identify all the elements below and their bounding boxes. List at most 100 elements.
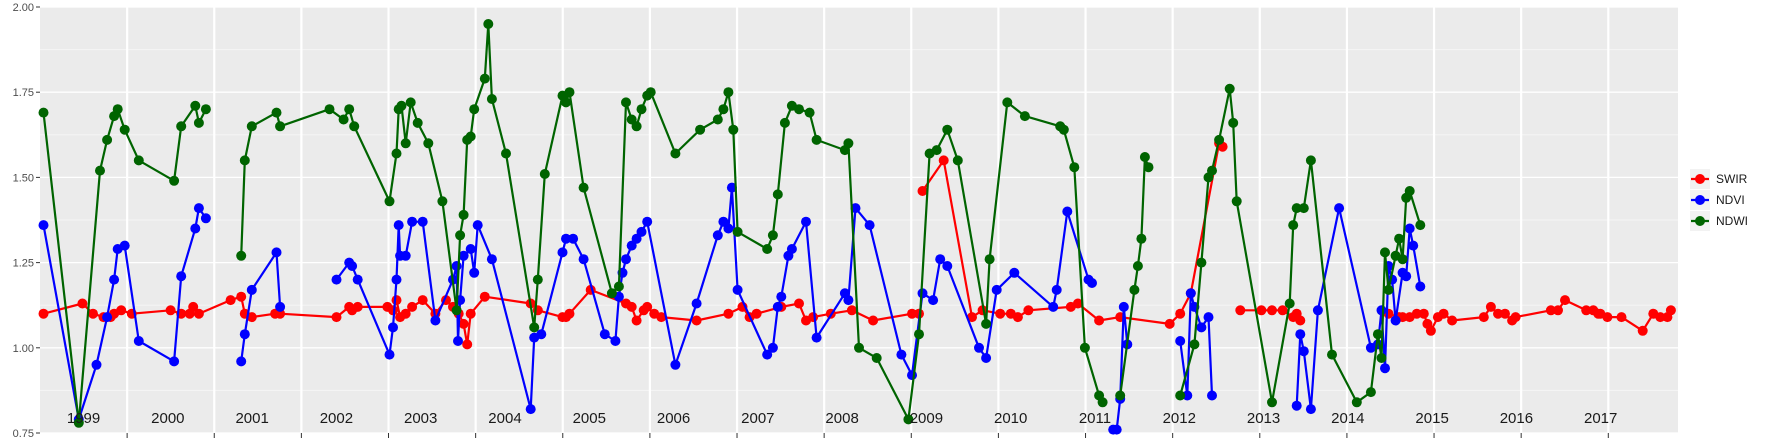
- data-point: [942, 261, 953, 271]
- data-point: [1298, 346, 1309, 357]
- data-point: [801, 216, 811, 227]
- year-label: 2008: [825, 410, 858, 427]
- data-point: [176, 271, 187, 282]
- data-point: [275, 301, 286, 312]
- y-tick-label: 1.25: [13, 258, 34, 270]
- data-point: [344, 104, 355, 115]
- data-point: [225, 295, 236, 306]
- data-point: [190, 100, 201, 111]
- data-point: [974, 342, 984, 353]
- data-point: [1196, 257, 1207, 268]
- data-point: [109, 274, 120, 285]
- data-point: [388, 322, 398, 333]
- data-point: [691, 315, 702, 326]
- data-point: [1235, 305, 1246, 316]
- data-point: [981, 353, 992, 363]
- year-label: 2006: [657, 410, 690, 427]
- data-point: [631, 121, 642, 132]
- data-point: [1129, 284, 1140, 295]
- data-point: [995, 308, 1006, 319]
- data-point: [236, 291, 247, 302]
- data-point: [275, 121, 286, 132]
- data-point: [236, 250, 247, 261]
- grid-major: [40, 6, 1678, 434]
- data-point: [1203, 312, 1214, 323]
- year-label: 2002: [320, 410, 353, 427]
- data-point: [200, 213, 211, 224]
- data-point: [1069, 162, 1080, 173]
- data-point: [1655, 312, 1666, 323]
- data-point: [352, 301, 363, 312]
- year-label: 2004: [488, 410, 521, 427]
- y-tick-label: 2.00: [13, 2, 34, 14]
- year-label: 2009: [910, 410, 943, 427]
- data-point: [1418, 308, 1429, 319]
- data-point: [642, 216, 653, 227]
- data-point: [1545, 305, 1556, 316]
- legend[interactable]: SWIR NDVI NDWI: [1690, 169, 1748, 231]
- data-point: [656, 312, 667, 323]
- data-point: [1616, 312, 1627, 323]
- data-point: [188, 301, 199, 312]
- data-point: [1175, 336, 1186, 346]
- data-point: [1380, 247, 1390, 258]
- data-point: [636, 104, 647, 115]
- legend-item-ndvi[interactable]: NDVI: [1690, 190, 1745, 210]
- data-point: [458, 318, 469, 329]
- data-point: [501, 148, 511, 159]
- data-point: [1295, 315, 1306, 326]
- year-label: 2011: [1079, 410, 1111, 427]
- data-point: [786, 244, 797, 254]
- data-point: [1327, 349, 1337, 360]
- data-point: [1560, 295, 1570, 306]
- data-point: [991, 284, 1002, 295]
- y-axis: 0.75 1.00 1.25 1.50 1.75 2.00: [13, 2, 40, 440]
- legend-item-ndwi[interactable]: NDWI: [1690, 211, 1748, 231]
- data-point: [1097, 397, 1108, 408]
- data-point: [1415, 281, 1426, 292]
- data-point: [331, 274, 342, 285]
- data-point: [751, 308, 762, 319]
- data-point: [1019, 111, 1030, 122]
- data-point: [1390, 315, 1401, 326]
- data-point: [1351, 397, 1362, 408]
- data-point: [1231, 196, 1242, 207]
- data-point: [599, 329, 610, 340]
- data-point: [1447, 315, 1458, 326]
- data-point: [907, 370, 917, 381]
- data-point: [465, 244, 476, 254]
- year-label: 2007: [741, 410, 774, 427]
- data-point: [712, 230, 723, 241]
- data-point: [1009, 267, 1020, 278]
- data-point: [458, 209, 469, 220]
- data-point: [246, 284, 257, 295]
- data-point: [564, 308, 575, 319]
- data-point: [811, 134, 822, 145]
- data-point: [38, 220, 49, 231]
- data-point: [564, 87, 575, 98]
- data-point: [776, 291, 787, 302]
- data-point: [1312, 305, 1323, 316]
- data-point: [1365, 387, 1376, 398]
- data-point: [794, 298, 804, 309]
- data-point: [133, 155, 144, 166]
- data-point: [864, 220, 875, 231]
- data-point: [400, 308, 411, 319]
- data-point: [1267, 397, 1277, 408]
- data-point: [1132, 261, 1143, 271]
- legend-item-swir[interactable]: SWIR: [1690, 169, 1748, 189]
- data-point: [38, 308, 49, 319]
- data-point: [767, 230, 778, 241]
- data-point: [239, 155, 250, 166]
- data-point: [578, 254, 589, 265]
- legend-key-point: [1695, 195, 1705, 205]
- data-point: [718, 104, 729, 115]
- data-point: [942, 124, 953, 135]
- data-point: [1115, 390, 1126, 401]
- data-point: [1182, 390, 1193, 401]
- year-label: 2005: [573, 410, 606, 427]
- data-point: [246, 121, 257, 132]
- data-point: [112, 104, 123, 115]
- data-point: [772, 301, 783, 312]
- data-point: [1485, 301, 1496, 312]
